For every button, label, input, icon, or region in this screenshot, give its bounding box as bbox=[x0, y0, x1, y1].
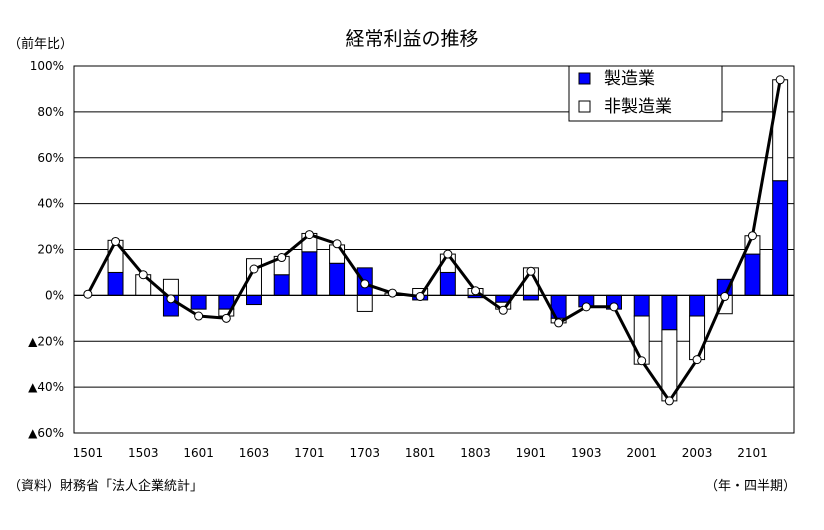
bar-manufacturing bbox=[329, 262, 346, 296]
total-point bbox=[221, 313, 231, 323]
y-tick-label: ▲40% bbox=[28, 380, 64, 394]
total-point bbox=[498, 305, 508, 315]
y-tick-label: 100% bbox=[30, 59, 64, 73]
x-tick-label: 1601 bbox=[183, 446, 214, 460]
legend-swatch-non-manufacturing bbox=[578, 100, 591, 113]
total-point bbox=[249, 264, 259, 274]
y-tick-label: 20% bbox=[37, 243, 64, 257]
total-line bbox=[83, 75, 785, 406]
total-point bbox=[83, 289, 93, 299]
x-tick-label: 1703 bbox=[349, 446, 380, 460]
bar-manufacturing bbox=[522, 294, 539, 301]
bar-non-manufacturing bbox=[772, 79, 789, 182]
total-point bbox=[554, 318, 564, 328]
total-point bbox=[443, 249, 453, 259]
total-point bbox=[360, 279, 370, 289]
x-tick-label: 1901 bbox=[516, 446, 547, 460]
total-point bbox=[471, 286, 481, 296]
x-tick-label: 2001 bbox=[626, 446, 657, 460]
legend-box bbox=[568, 65, 723, 122]
y-tick-labels: 100% 80% 60% 40% 20% 0% ▲20% ▲40% ▲60% bbox=[28, 59, 64, 440]
total-point bbox=[277, 253, 287, 263]
bar-manufacturing bbox=[661, 294, 678, 331]
total-point bbox=[775, 75, 785, 85]
x-tick-label: 1603 bbox=[239, 446, 270, 460]
y-axis-unit-label: （前年比） bbox=[8, 36, 73, 52]
bar-manufacturing bbox=[744, 253, 761, 296]
x-tick-labels: 1501 1503 1601 1603 1701 1703 1801 1803 1901 1903… bbox=[73, 446, 768, 460]
total-point bbox=[747, 231, 757, 241]
total-point bbox=[304, 230, 314, 240]
y-tick-label: 40% bbox=[37, 197, 64, 211]
total-point bbox=[581, 302, 591, 312]
bar-manufacturing bbox=[190, 294, 207, 310]
total-point bbox=[720, 292, 730, 302]
x-tick-label: 1501 bbox=[73, 446, 104, 460]
total-point bbox=[111, 236, 121, 246]
legend-label-non-manufacturing: 非製造業 bbox=[604, 97, 672, 117]
bar-manufacturing bbox=[246, 294, 262, 306]
y-tick-label: ▲60% bbox=[28, 426, 64, 440]
bar-manufacturing bbox=[772, 180, 789, 296]
y-tick-label: 80% bbox=[37, 105, 64, 119]
x-tick-label: 1701 bbox=[294, 446, 325, 460]
source-note: （資料）財務省「法人企業統計」 bbox=[8, 478, 203, 494]
total-point bbox=[138, 270, 148, 280]
x-tick-label: 2003 bbox=[682, 446, 713, 460]
legend-label-manufacturing: 製造業 bbox=[604, 69, 655, 89]
legend-swatch-manufacturing bbox=[578, 72, 591, 85]
chart-title: 経常利益の推移 bbox=[345, 28, 478, 50]
total-line-path bbox=[86, 79, 782, 403]
bar-manufacturing bbox=[301, 251, 318, 296]
x-tick-label: 1801 bbox=[405, 446, 436, 460]
total-point bbox=[332, 239, 342, 249]
bar-non-manufacturing bbox=[689, 315, 706, 361]
total-point bbox=[194, 311, 204, 321]
bar-non-manufacturing bbox=[661, 329, 678, 402]
total-point bbox=[387, 288, 397, 298]
total-point bbox=[166, 294, 176, 304]
x-axis-unit-label: （年・四半期） bbox=[705, 479, 796, 494]
y-tick-label: 60% bbox=[37, 151, 64, 165]
y-tick-label: 0% bbox=[45, 288, 64, 302]
x-tick-label: 1503 bbox=[128, 446, 159, 460]
x-tick-label: 2101 bbox=[737, 446, 768, 460]
total-point bbox=[526, 266, 536, 276]
x-tick-label: 1803 bbox=[460, 446, 491, 460]
x-tick-label: 1903 bbox=[571, 446, 602, 460]
total-point bbox=[415, 292, 425, 302]
bar-non-manufacturing bbox=[356, 294, 373, 312]
legend: 製造業 非製造業 bbox=[568, 65, 723, 122]
total-point bbox=[637, 356, 647, 366]
bar-manufacturing bbox=[689, 294, 706, 317]
total-point bbox=[692, 355, 702, 365]
bar-manufacturing bbox=[439, 271, 456, 296]
bar-manufacturing bbox=[107, 271, 124, 296]
bar-manufacturing bbox=[273, 274, 290, 296]
bar-manufacturing bbox=[633, 294, 650, 317]
y-tick-label: ▲20% bbox=[28, 334, 64, 348]
total-point bbox=[664, 396, 674, 406]
total-point bbox=[609, 302, 619, 312]
